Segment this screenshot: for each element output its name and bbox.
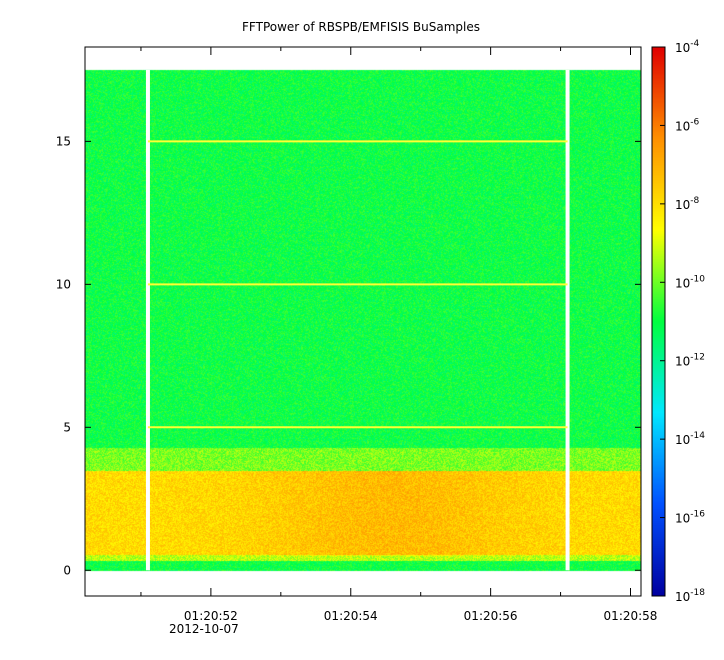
- colorbar-tick-label: 10-14: [675, 431, 705, 447]
- x-tick-label: 01:20:52: [184, 609, 238, 623]
- data-gaps: [145, 69, 570, 571]
- harmonic-lines: [147, 140, 568, 429]
- colorbar-tick-label: 10-8: [675, 196, 700, 212]
- y-tick-label: 0: [63, 563, 71, 577]
- colorbar-tick-label: 10-10: [675, 274, 705, 290]
- colorbar: 10-4 10-6 10-8 10-10 10-12 10-14 10-16 10-18: [651, 39, 705, 604]
- data-gap: [565, 69, 570, 571]
- plot-frame: [84, 46, 642, 597]
- data-gap: [145, 69, 150, 571]
- y-axis: 0 5 10 15: [56, 134, 641, 577]
- y-tick-label: 10: [56, 277, 71, 291]
- colorbar-tick-label: 10-6: [675, 117, 700, 133]
- spectrogram-image: [85, 47, 641, 596]
- y-tick-label: 5: [63, 420, 71, 434]
- plot-area: [84, 46, 642, 597]
- x-tick-label: 01:20:56: [464, 609, 518, 623]
- colorbar-tick-label: 10-12: [675, 353, 705, 369]
- colorbar-ticks: 10-4 10-6 10-8 10-10 10-12 10-14 10-16 10-18: [660, 39, 705, 604]
- x-tick-label: 01:20:58: [604, 609, 658, 623]
- x-date-label: 2012-10-07: [169, 622, 239, 636]
- colorbar-tick-label: 10-4: [675, 39, 700, 55]
- chart-title: FFTPower of RBSPB/EMFISIS BuSamples: [242, 20, 480, 34]
- colorbar-tick-label: 10-18: [675, 588, 705, 604]
- colorbar-gradient: [652, 47, 665, 596]
- colorbar-frame: [651, 46, 666, 597]
- colorbar-tick-label: 10-16: [675, 510, 705, 526]
- x-tick-label: 01:20:54: [324, 609, 378, 623]
- y-tick-label: 15: [56, 134, 71, 148]
